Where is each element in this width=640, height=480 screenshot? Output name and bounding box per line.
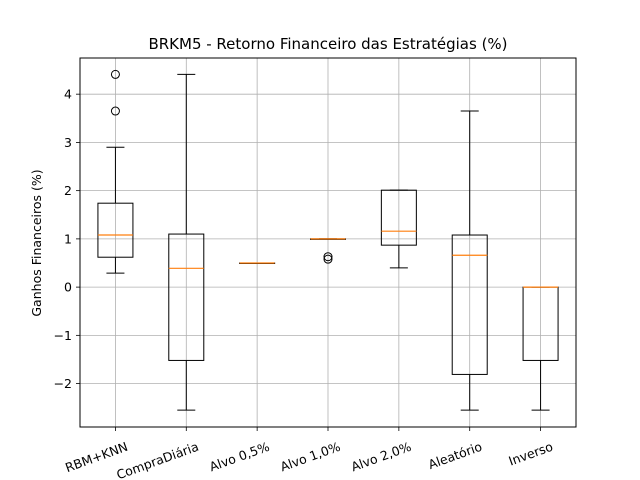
y-tick-label: 2 (64, 183, 72, 198)
outlier-point (323, 252, 333, 262)
box-group (380, 189, 417, 269)
box (168, 233, 205, 361)
outlier-point (110, 69, 120, 79)
outlier-point (110, 106, 120, 116)
box-group (522, 286, 559, 411)
boxes (97, 69, 559, 411)
y-axis-label: Ganhos Financeiros (%) (29, 169, 44, 316)
box-group (168, 73, 205, 411)
y-tick-label: 4 (64, 87, 72, 102)
y-tick-label: −1 (54, 328, 72, 343)
y-tick-label: 0 (64, 280, 72, 295)
box (451, 234, 488, 375)
box-group (310, 238, 346, 264)
box (380, 189, 417, 246)
chart-title: BRKM5 - Retorno Financeiro das Estratégi… (148, 35, 507, 53)
box-group (97, 69, 134, 274)
box (97, 202, 134, 258)
box-group (451, 110, 488, 411)
y-tick-label: −2 (54, 376, 72, 391)
y-tick-label: 1 (64, 231, 72, 246)
outlier-point (323, 254, 333, 264)
y-tick-label: 3 (64, 135, 72, 150)
box-group (239, 262, 276, 264)
y-axis-ticks: −2 −1 0 1 2 3 4 (54, 87, 80, 391)
